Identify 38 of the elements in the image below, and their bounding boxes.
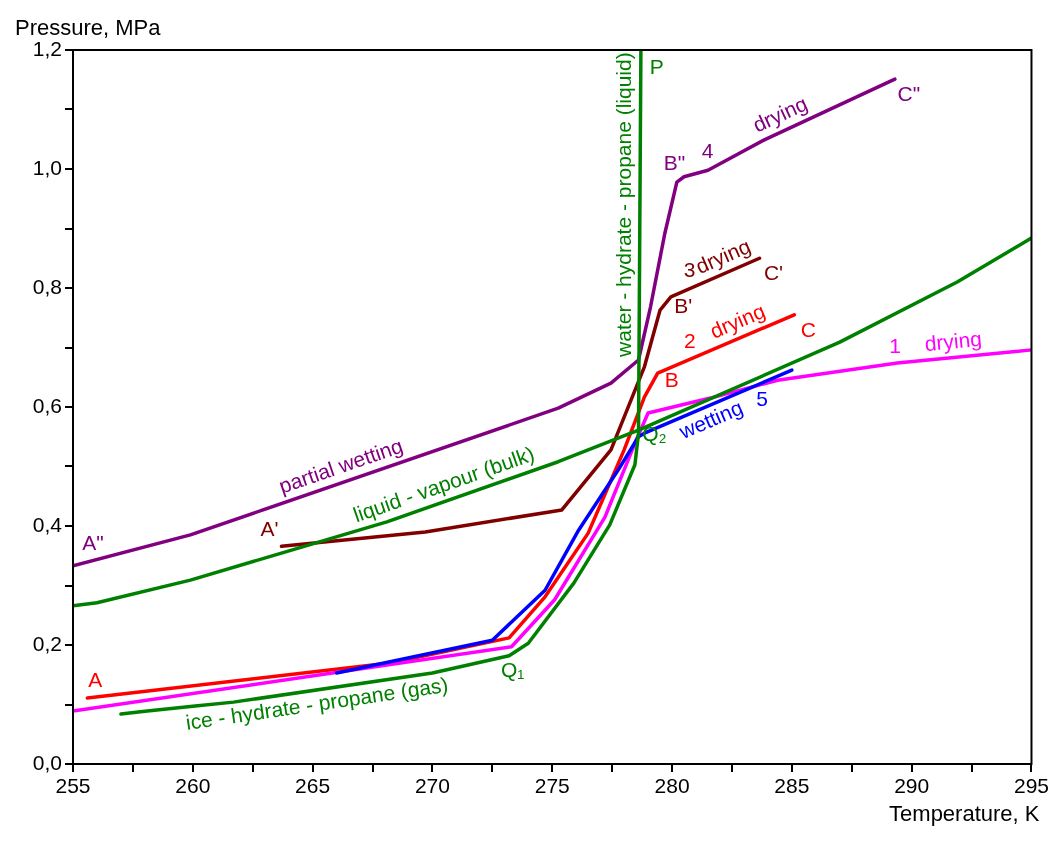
x-tick-label: 285	[774, 774, 810, 798]
y-tick-label: 1,0	[32, 155, 62, 179]
annotation: 4	[701, 138, 714, 162]
annotation: 3	[683, 258, 696, 282]
annotation: Q₁	[500, 658, 525, 682]
annotation: water - hydrate - propane (liquid)	[611, 52, 635, 358]
annotation: 1	[889, 333, 901, 357]
x-tick-label: 295	[1013, 774, 1049, 798]
x-tick-label: 265	[295, 774, 331, 798]
annotation: P	[649, 54, 664, 78]
x-tick-label: 280	[654, 774, 690, 798]
annotation: ice - hydrate - propane (gas)	[184, 672, 450, 734]
annotation: B'	[674, 293, 693, 317]
x-tick-label: 270	[414, 774, 450, 798]
annotation: A	[88, 667, 103, 691]
annotation: C'	[763, 261, 784, 285]
annotation: B	[664, 367, 679, 391]
y-tick-label: 0,4	[32, 512, 63, 536]
annotation: drying	[749, 91, 811, 137]
annotation: B"	[663, 150, 686, 174]
x-tick-label: 290	[894, 774, 930, 798]
annotation: C	[800, 317, 816, 341]
x-tick-label: 260	[175, 774, 211, 798]
x-tick-label: 255	[55, 774, 91, 798]
y-tick-label: 0,0	[32, 750, 62, 774]
x-tick-label: 275	[534, 774, 570, 798]
annotation: drying	[923, 326, 983, 356]
y-tick-label: 0,6	[32, 393, 62, 417]
annotation: wetting	[674, 395, 746, 444]
annotation: 2	[683, 328, 696, 352]
y-tick-label: 0,8	[32, 274, 62, 298]
annotation: A"	[82, 530, 104, 554]
y-tick-label: 0,2	[32, 631, 62, 655]
annotation: drying	[706, 299, 769, 343]
annotation: C"	[897, 81, 921, 105]
annotation: A'	[260, 517, 279, 541]
x-axis-title: Temperature, K	[889, 801, 1040, 827]
annotation: 5	[756, 387, 769, 411]
